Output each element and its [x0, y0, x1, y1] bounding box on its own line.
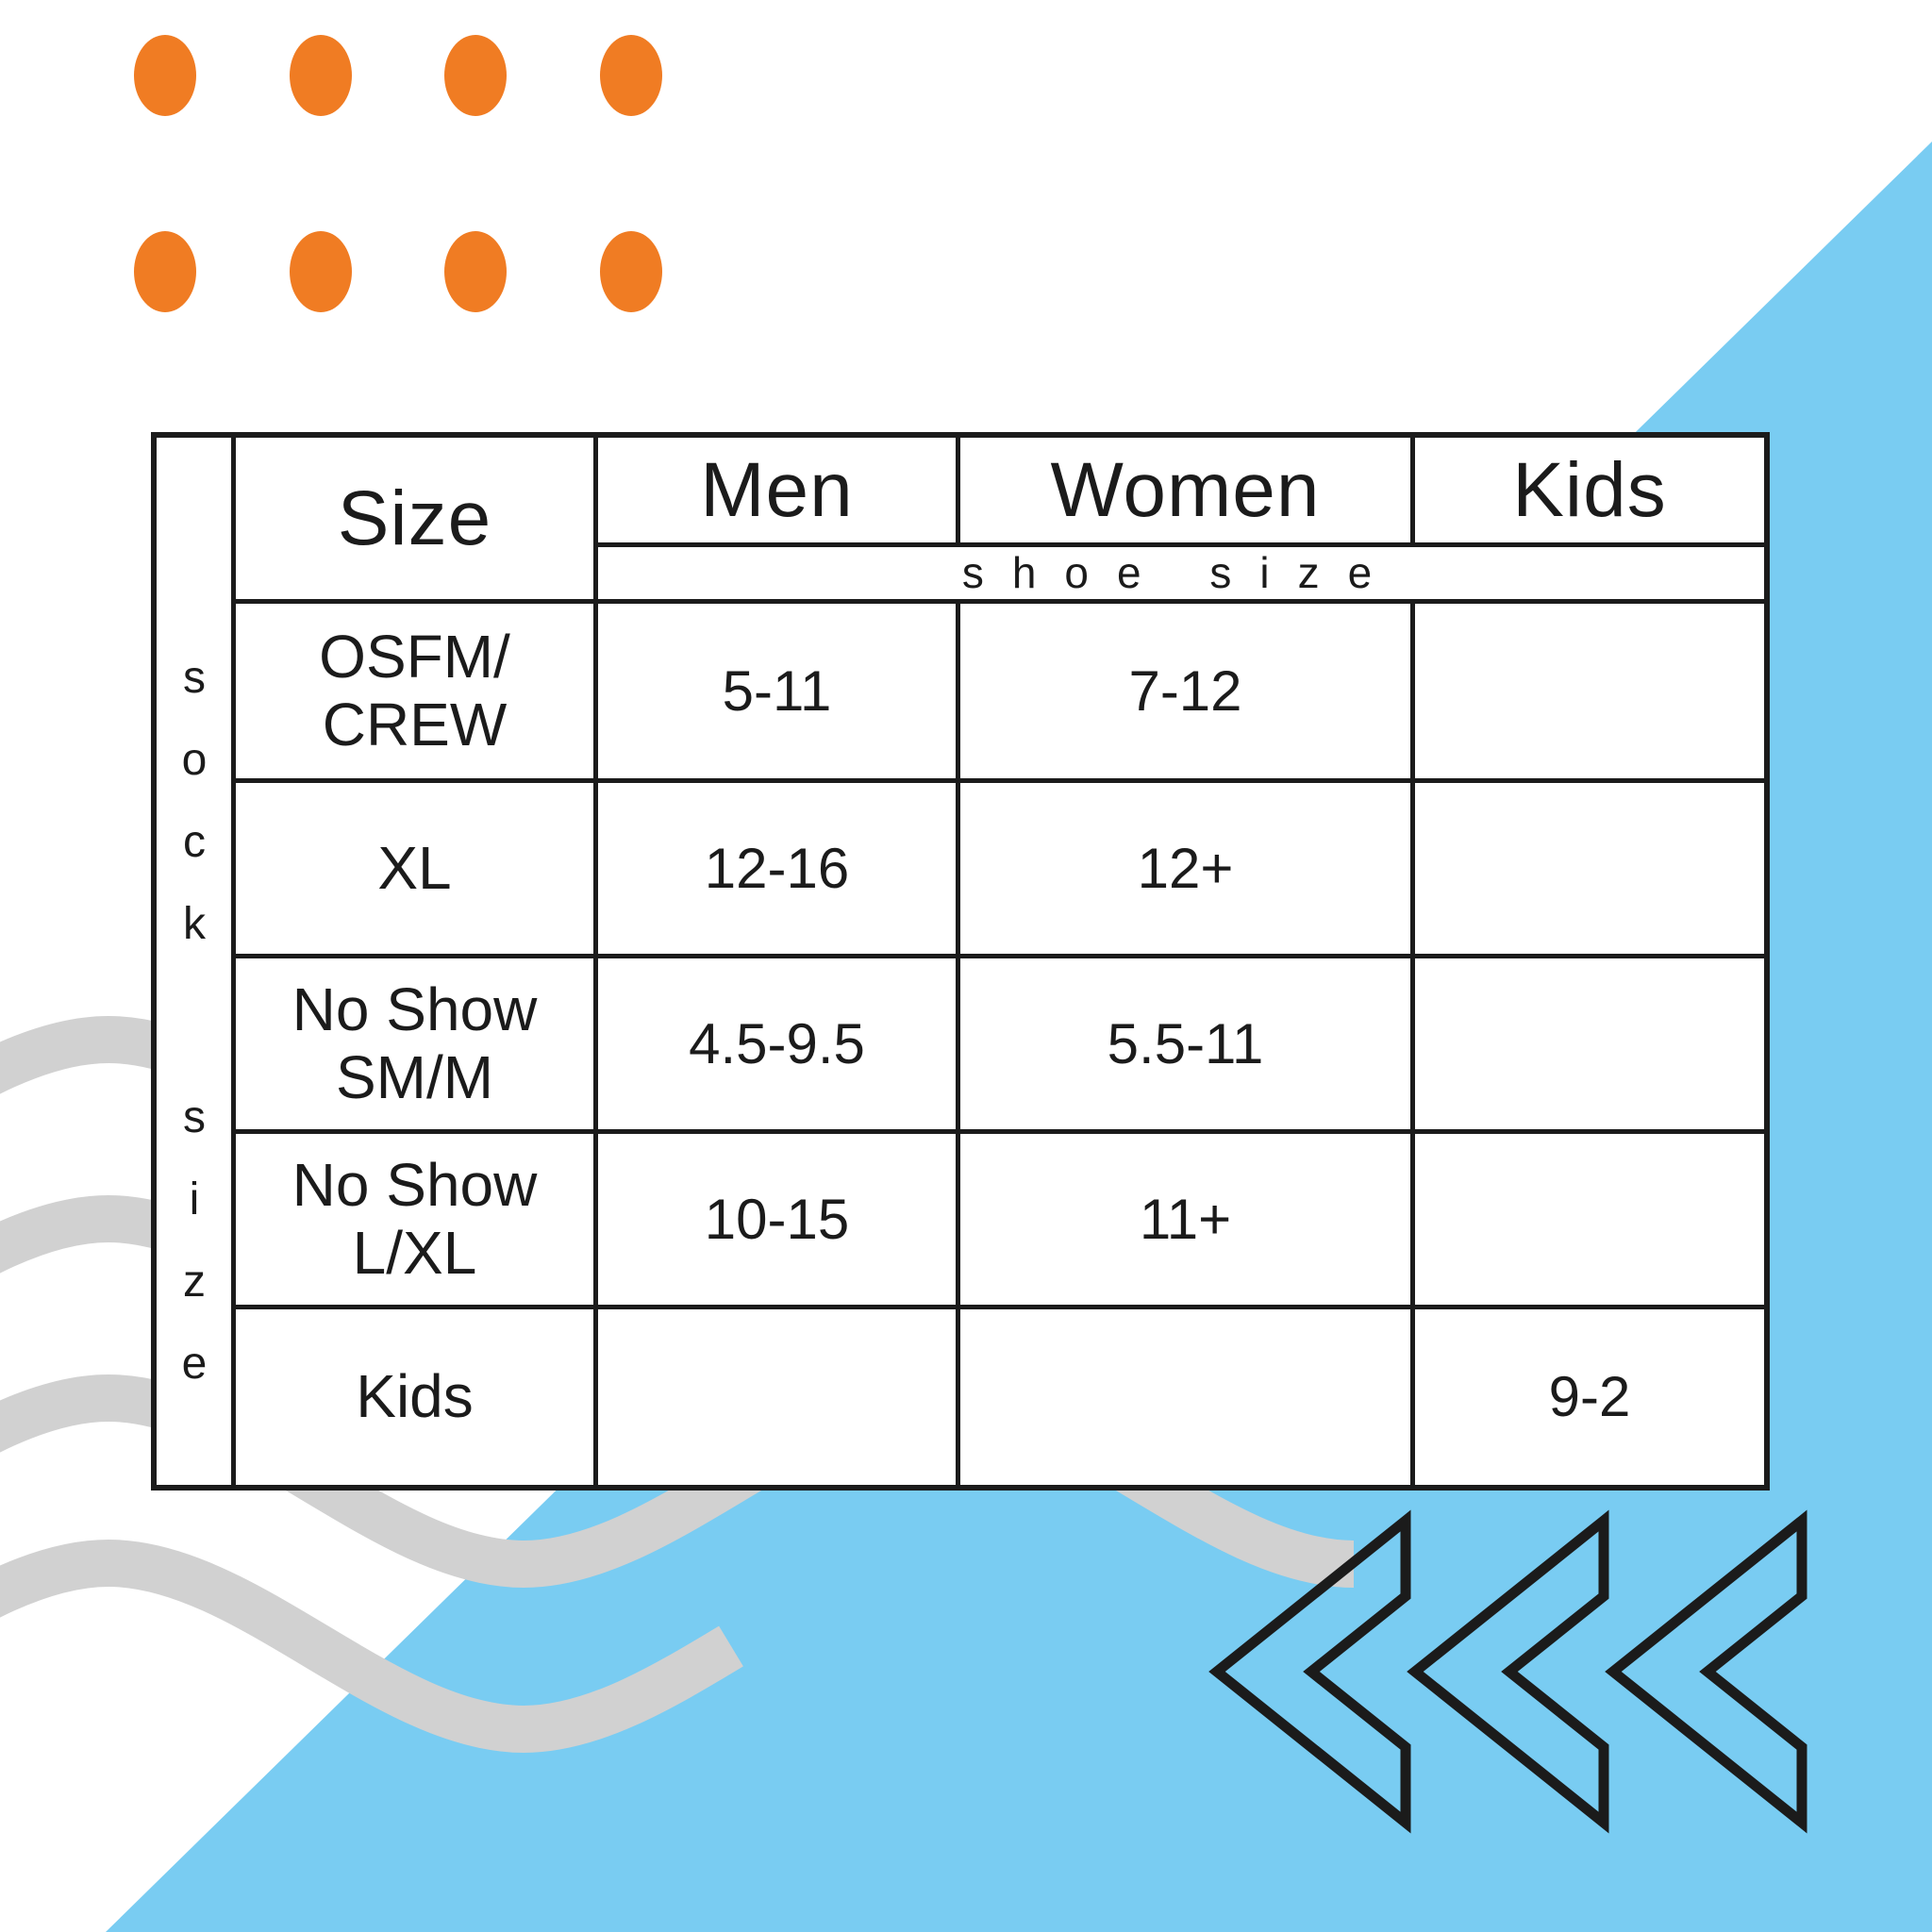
cell-kids-kids: 9-2 [1415, 1309, 1764, 1485]
cell-xl-kids [1415, 783, 1764, 958]
cell-noshow-lxl-kids [1415, 1134, 1764, 1309]
row-label-kids: Kids [236, 1309, 598, 1485]
cell-noshow-lxl-women: 11+ [960, 1134, 1415, 1309]
cell-osfm-men: 5-11 [598, 604, 960, 783]
row-label-noshow-lxl: No Show L/XL [236, 1134, 598, 1309]
cell-osfm-women: 7-12 [960, 604, 1415, 783]
cell-noshow-smm-women: 5.5-11 [960, 958, 1415, 1134]
cell-noshow-lxl-men: 10-15 [598, 1134, 960, 1309]
subheader-shoe-size: shoe size [598, 547, 1764, 604]
column-header-size: Size [236, 438, 598, 604]
column-header-kids: Kids [1415, 438, 1764, 547]
cell-xl-women: 12+ [960, 783, 1415, 958]
cell-xl-men: 12-16 [598, 783, 960, 958]
cell-kids-men [598, 1309, 960, 1485]
column-header-women: Women [960, 438, 1415, 547]
cell-kids-women [960, 1309, 1415, 1485]
cell-noshow-smm-men: 4.5-9.5 [598, 958, 960, 1134]
row-label-xl: XL [236, 783, 598, 958]
cell-osfm-kids [1415, 604, 1764, 783]
row-label-noshow-smm: No Show SM/M [236, 958, 598, 1134]
vertical-axis-label-sock-size: sock size [157, 438, 236, 1485]
row-label-osfm-crew: OSFM/ CREW [236, 604, 598, 783]
vertical-word-sock: sock [169, 653, 220, 981]
size-chart-table: sock size Size Men Women Kids shoe size … [151, 432, 1770, 1491]
cell-noshow-smm-kids [1415, 958, 1764, 1134]
dot-grid-icon [134, 35, 662, 312]
vertical-word-size: size [169, 1092, 220, 1421]
column-header-men: Men [598, 438, 960, 547]
